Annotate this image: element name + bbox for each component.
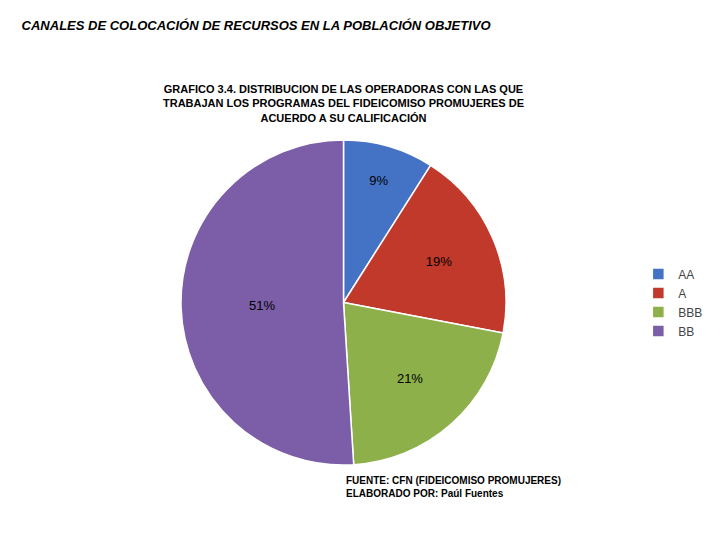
svg-text:19%: 19% bbox=[426, 254, 452, 269]
svg-text:BBB: BBB bbox=[678, 306, 702, 320]
svg-text:9%: 9% bbox=[369, 173, 388, 188]
svg-text:AA: AA bbox=[678, 268, 694, 282]
svg-text:21%: 21% bbox=[397, 371, 423, 386]
svg-text:BB: BB bbox=[678, 325, 694, 339]
svg-text:FUENTE: CFN (FIDEICOMISO PROMU: FUENTE: CFN (FIDEICOMISO PROMUJERES)ELAB… bbox=[346, 475, 561, 499]
svg-text:51%: 51% bbox=[249, 298, 275, 313]
svg-text:CANALES DE COLOCACIÓN DE RECUR: CANALES DE COLOCACIÓN DE RECURSOS EN LA … bbox=[22, 18, 491, 33]
svg-text:GRAFICO 3.4. DISTRIBUCION DE L: GRAFICO 3.4. DISTRIBUCION DE LAS OPERADO… bbox=[163, 83, 524, 124]
svg-text:A: A bbox=[678, 287, 686, 301]
